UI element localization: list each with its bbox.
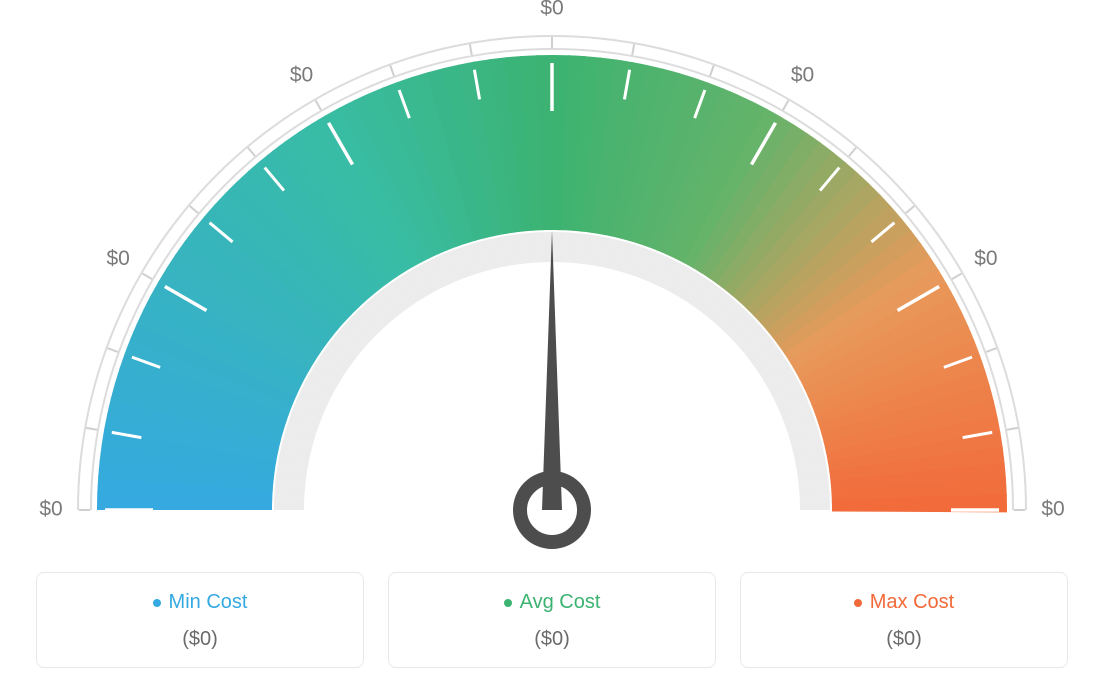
legend-dot-avg — [504, 599, 512, 607]
gauge-chart: $0 $0 $0 $0 $0 $0 $0 — [0, 0, 1104, 560]
legend-label-max: Max Cost — [870, 591, 954, 614]
svg-text:$0: $0 — [974, 247, 997, 270]
legend-title-avg: Avg Cost — [504, 591, 601, 614]
svg-text:$0: $0 — [540, 0, 563, 20]
svg-text:$0: $0 — [106, 247, 129, 270]
legend-card-avg: Avg Cost ($0) — [388, 572, 716, 668]
svg-text:$0: $0 — [791, 64, 814, 87]
legend-label-min: Min Cost — [169, 591, 248, 614]
legend-value-min: ($0) — [47, 628, 353, 651]
legend-dot-max — [854, 599, 862, 607]
legend-card-max: Max Cost ($0) — [740, 572, 1068, 668]
legend-card-min: Min Cost ($0) — [36, 572, 364, 668]
svg-text:$0: $0 — [1041, 498, 1064, 521]
gauge-svg: $0 $0 $0 $0 $0 $0 $0 — [0, 0, 1104, 560]
legend-title-max: Max Cost — [854, 591, 954, 614]
svg-text:$0: $0 — [290, 64, 313, 87]
legend-label-avg: Avg Cost — [520, 591, 601, 614]
legend-row: Min Cost ($0) Avg Cost ($0) Max Cost ($0… — [0, 572, 1104, 668]
svg-text:$0: $0 — [39, 498, 62, 521]
legend-value-avg: ($0) — [399, 628, 705, 651]
legend-title-min: Min Cost — [153, 591, 248, 614]
legend-dot-min — [153, 599, 161, 607]
legend-value-max: ($0) — [751, 628, 1057, 651]
